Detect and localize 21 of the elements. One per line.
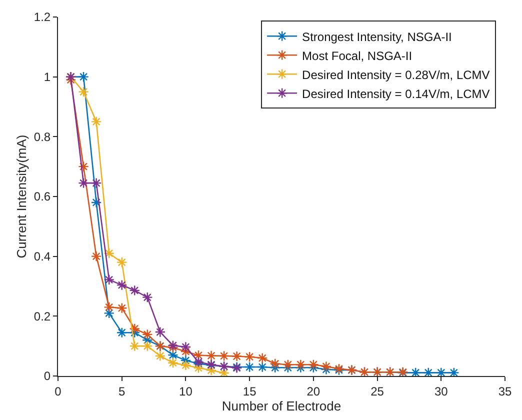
- legend-label: Strongest Intensity, NSGA-II: [302, 30, 452, 44]
- y-tick-label: 0.8: [34, 130, 51, 144]
- y-tick-label: 1.2: [34, 10, 51, 24]
- x-tick-label: 20: [306, 384, 320, 398]
- x-tick-label: 10: [179, 384, 193, 398]
- x-tick-label: 35: [498, 384, 512, 398]
- x-axis-title: Number of Electrode: [222, 398, 342, 414]
- x-tick-label: 30: [434, 384, 448, 398]
- y-tick-label: 1: [44, 70, 51, 84]
- y-tick-label: 0: [44, 369, 51, 384]
- legend-label: Desired Intensity = 0.14V/m, LCMV: [302, 86, 490, 101]
- legend-label: Most Focal, NSGA-II: [302, 48, 412, 63]
- legend-label: Desired Intensity = 0.28V/m, LCMV: [302, 68, 490, 82]
- x-tick-label: 25: [370, 384, 384, 398]
- y-tick-label: 0.2: [34, 309, 51, 324]
- y-axis-title: Current Intensity(mA): [14, 134, 29, 258]
- x-tick-label: 0: [54, 384, 62, 398]
- x-tick-label: 5: [118, 384, 126, 398]
- y-tick-label: 0.4: [34, 250, 51, 264]
- y-tick-label: 0.6: [34, 190, 51, 204]
- x-tick-label: 15: [242, 384, 257, 398]
